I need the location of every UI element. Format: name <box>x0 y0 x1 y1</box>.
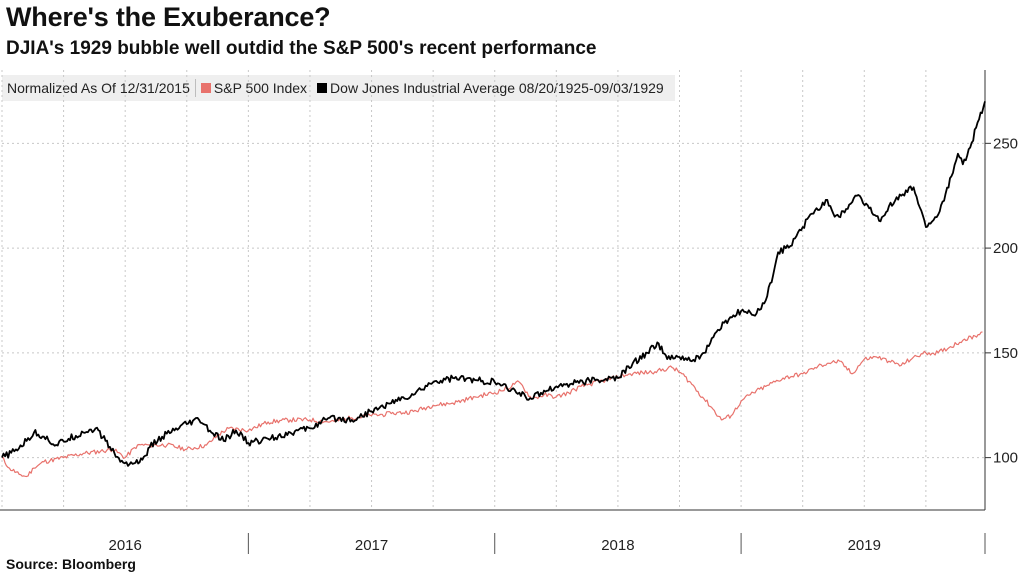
x-tick-label-2016: 2016 <box>108 537 141 554</box>
y-tick-label: 100 <box>993 450 1018 467</box>
series-lines <box>1 101 986 478</box>
tick-labels: 100 150 200 250 2016 2017 2018 2019 <box>108 135 1018 554</box>
legend-item-djia: Dow Jones Industrial Average 08/20/1925-… <box>312 75 669 101</box>
source-note: Source: Bloomberg <box>6 556 136 572</box>
series-line-sp500 <box>1 331 983 478</box>
legend-normalized-note: Normalized As Of 12/31/2015 <box>7 80 190 96</box>
x-tick-label-2017: 2017 <box>355 537 388 554</box>
chart-title: Where's the Exuberance? <box>6 2 331 32</box>
legend: Normalized As Of 12/31/2015 S&P 500 Inde… <box>2 75 675 101</box>
y-tick-label: 250 <box>993 135 1018 152</box>
legend-label-djia: Dow Jones Industrial Average 08/20/1925-… <box>330 80 664 96</box>
legend-swatch-sp500 <box>200 83 211 93</box>
legend-label-sp500: S&P 500 Index <box>213 80 308 96</box>
legend-divider <box>194 79 196 97</box>
chart-subtitle: DJIA's 1929 bubble well outdid the S&P 5… <box>6 38 597 59</box>
x-tick-label-2019: 2019 <box>848 537 881 554</box>
y-tick-label: 150 <box>993 345 1018 362</box>
series-line-djia <box>1 101 986 467</box>
legend-swatch-djia <box>317 83 328 93</box>
x-tick-label-2018: 2018 <box>601 537 634 554</box>
y-tick-label: 200 <box>993 240 1018 257</box>
gridlines <box>1 70 985 510</box>
axes <box>0 70 991 554</box>
legend-item-sp500: S&P 500 Index <box>196 75 312 101</box>
